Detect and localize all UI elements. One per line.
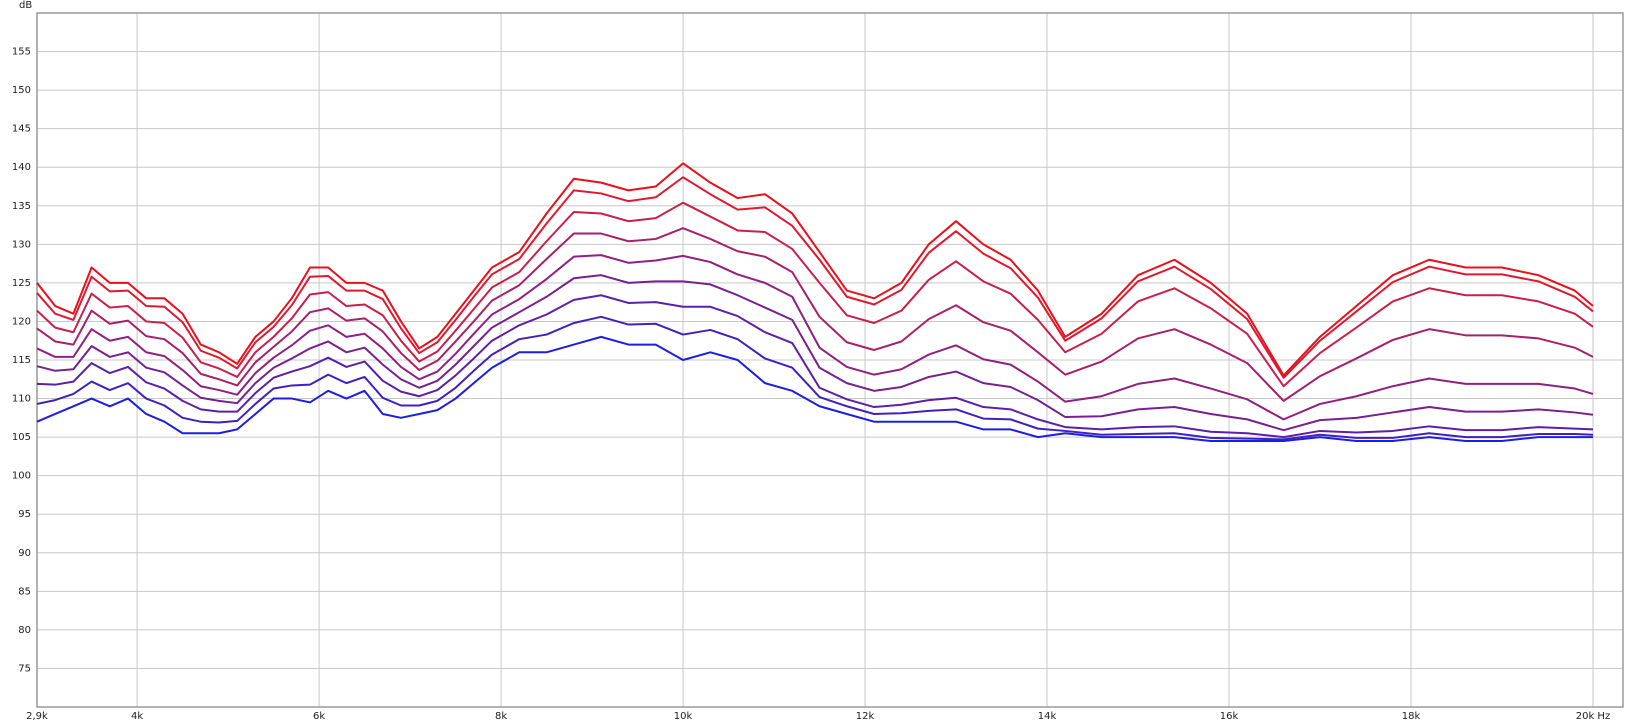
x-tick-label: 12k	[856, 711, 875, 722]
x-tick-label: 2,9k	[26, 711, 48, 722]
x-tick-label: 8k	[495, 711, 507, 722]
x-tick-label: 14k	[1038, 711, 1057, 722]
series-line	[36, 315, 1594, 441]
x-tick-label: 20k Hz	[1576, 711, 1610, 722]
series-line	[36, 176, 1594, 379]
series-line	[36, 335, 1593, 442]
x-tick-label: 10k	[674, 711, 693, 722]
y-tick-label: 105	[12, 432, 31, 443]
y-tick-label: 155	[12, 47, 31, 58]
y-tick-label: 150	[12, 85, 31, 96]
series-line	[36, 294, 1594, 439]
y-tick-label: 80	[18, 625, 31, 636]
series-line	[36, 227, 1594, 402]
y-tick-label: 135	[12, 201, 31, 212]
y-axis-label: dB	[19, 0, 32, 11]
y-tick-label: 95	[18, 509, 31, 520]
y-tick-label: 115	[12, 355, 31, 366]
y-tick-label: 125	[12, 278, 31, 289]
series-line	[36, 274, 1594, 432]
series-line	[36, 162, 1594, 377]
y-tick-label: 120	[12, 316, 31, 327]
y-tick-label: 140	[12, 162, 31, 173]
series-line	[36, 201, 1594, 388]
y-tick-label: 100	[12, 471, 31, 482]
x-tick-label: 16k	[1220, 711, 1239, 722]
y-tick-label: 90	[18, 548, 31, 559]
y-tick-label: 130	[12, 239, 31, 250]
y-tick-label: 75	[18, 663, 31, 674]
x-tick-label: 4k	[131, 711, 143, 722]
y-tick-label: 110	[12, 394, 31, 405]
y-tick-label: 85	[18, 586, 31, 597]
x-tick-label: 6k	[313, 711, 325, 722]
x-tick-label: 18k	[1402, 711, 1421, 722]
y-tick-label: 145	[12, 124, 31, 135]
series-line	[36, 254, 1594, 421]
plot-frame	[36, 12, 1624, 708]
